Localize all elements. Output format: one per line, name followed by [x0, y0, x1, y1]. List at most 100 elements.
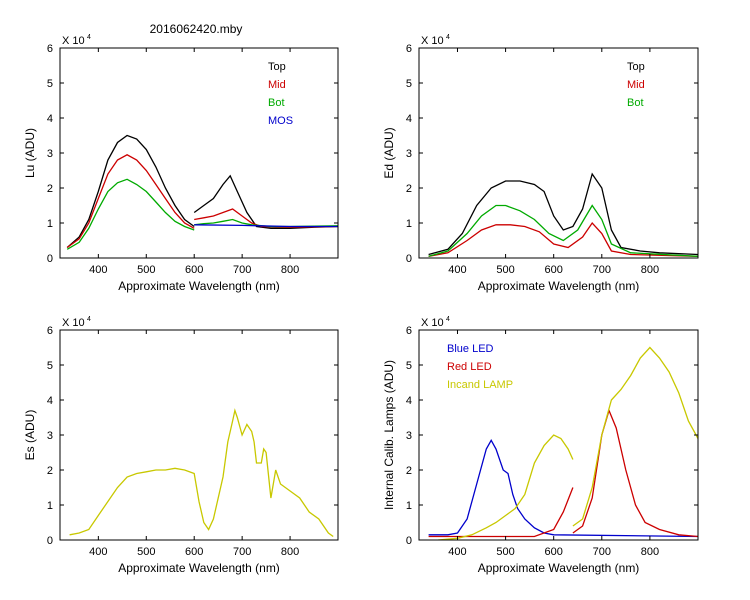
lamps-series-red-led-line — [572, 408, 698, 538]
ed-ytick-label: 5 — [406, 78, 412, 90]
es-ytick-label: 2 — [47, 465, 53, 477]
ed-ylabel: Ed (ADU) — [382, 127, 396, 178]
lamps-ytick-label: 2 — [406, 465, 412, 477]
lu-ytick-label: 5 — [47, 78, 53, 90]
es-ylabel: Es (ADU) — [23, 410, 37, 461]
ed-xtick-label: 800 — [641, 264, 659, 276]
ed-series-group — [428, 172, 698, 257]
ed-series-top-line — [428, 172, 698, 256]
es-ytick-label: 5 — [47, 360, 53, 372]
lu-series-bot-line — [66, 178, 195, 250]
lu-legend-mos: MOS — [268, 115, 293, 127]
ed-ytick-label: 4 — [406, 113, 412, 125]
lu-ytick-label: 0 — [47, 253, 53, 265]
lu-ytick-label: 4 — [47, 113, 53, 125]
lamps-exponent-power: 4 — [446, 316, 450, 323]
lu-exponent-label: X 10 — [62, 35, 85, 47]
lu-ytick-label: 2 — [47, 183, 53, 195]
es-ytick-label: 1 — [47, 500, 53, 512]
ed-legend-bot: Bot — [627, 97, 644, 109]
ed-xtick-label: 500 — [496, 264, 514, 276]
ed-ytick-label: 6 — [406, 43, 412, 55]
ed-series-bot-line — [428, 204, 698, 257]
ed-ytick-label: 2 — [406, 183, 412, 195]
lu-ytick-label: 3 — [47, 148, 53, 160]
lu-xtick-label: 800 — [281, 264, 299, 276]
ed-xtick-label: 400 — [448, 264, 466, 276]
lamps-xtick-label: 800 — [641, 546, 659, 558]
lamps-ytick-label: 6 — [406, 325, 412, 337]
lamps-series-red-led-line — [428, 487, 574, 538]
lu-ylabel: Lu (ADU) — [23, 128, 37, 178]
es-series-es-line — [69, 408, 334, 538]
lamps-ytick-label: 4 — [406, 395, 412, 407]
lamps-ytick-label: 3 — [406, 430, 412, 442]
es-xtick-label: 500 — [137, 546, 155, 558]
figure-title: 2016062420.mby — [150, 22, 243, 36]
ed-series-mid-line — [428, 221, 698, 257]
lamps-legend-red-led: Red LED — [447, 361, 492, 373]
ed-xtick-label: 700 — [593, 264, 611, 276]
es-xlabel: Approximate Wavelength (nm) — [118, 561, 280, 575]
es-ytick-label: 4 — [47, 395, 53, 407]
ed-ytick-label: 3 — [406, 148, 412, 160]
lamps-xtick-label: 600 — [545, 546, 563, 558]
lamps-xlabel: Approximate Wavelength (nm) — [478, 561, 640, 575]
lamps-series-incand-lamp-line — [572, 346, 698, 527]
lu-series-top-line — [66, 134, 195, 248]
lamps-ytick-label: 5 — [406, 360, 412, 372]
lu-legend-top: Top — [268, 61, 286, 73]
ed-ytick-label: 1 — [406, 218, 412, 230]
es-xtick-label: 800 — [281, 546, 299, 558]
lu-ytick-label: 1 — [47, 218, 53, 230]
ed-legend-top: Top — [627, 61, 645, 73]
ed-legend-mid: Mid — [627, 79, 645, 91]
lamps-ytick-label: 0 — [406, 535, 412, 547]
ed-ytick-label: 0 — [406, 253, 412, 265]
lu-series-mid-line — [66, 154, 195, 249]
lamps-exponent-label: X 10 — [421, 317, 444, 329]
lu-ytick-label: 6 — [47, 43, 53, 55]
ed-exponent-label: X 10 — [421, 35, 444, 47]
lu-xlabel: Approximate Wavelength (nm) — [118, 279, 280, 293]
es-ytick-label: 0 — [47, 535, 53, 547]
ed-exponent-power: 4 — [446, 34, 450, 41]
lamps-ylabel: Internal Calib. Lamps (ADU) — [382, 360, 396, 510]
lamps-ytick-label: 1 — [406, 500, 412, 512]
es-ytick-label: 6 — [47, 325, 53, 337]
lu-xtick-label: 500 — [137, 264, 155, 276]
lu-series-group — [66, 134, 338, 250]
lu-legend-bot: Bot — [268, 97, 285, 109]
es-xtick-label: 400 — [89, 546, 107, 558]
es-ytick-label: 3 — [47, 430, 53, 442]
es-exponent-label: X 10 — [62, 317, 85, 329]
ed-xlabel: Approximate Wavelength (nm) — [478, 279, 640, 293]
lu-xtick-label: 700 — [233, 264, 251, 276]
lu-xtick-label: 600 — [185, 264, 203, 276]
lamps-xtick-label: 500 — [496, 546, 514, 558]
es-xtick-label: 700 — [233, 546, 251, 558]
lamps-series-group — [428, 346, 698, 540]
ed-axes-frame — [418, 47, 699, 259]
es-exponent-power: 4 — [87, 316, 91, 323]
es-series-group — [69, 408, 334, 538]
lamps-legend-blue-led: Blue LED — [447, 343, 494, 355]
lu-exponent-power: 4 — [87, 34, 91, 41]
lu-series-mos-line — [194, 224, 338, 228]
lu-legend-mid: Mid — [268, 79, 286, 91]
es-xtick-label: 600 — [185, 546, 203, 558]
ed-xtick-label: 600 — [545, 264, 563, 276]
lamps-xtick-label: 700 — [593, 546, 611, 558]
lamps-series-incand-lamp-line — [438, 434, 574, 540]
lamps-series-blue-led-line — [428, 438, 698, 538]
lu-xtick-label: 400 — [89, 264, 107, 276]
es-axes-frame — [59, 329, 339, 541]
lamps-xtick-label: 400 — [448, 546, 466, 558]
lu-series-top-line — [193, 174, 338, 229]
lamps-legend-incand-lamp: Incand LAMP — [447, 379, 513, 391]
